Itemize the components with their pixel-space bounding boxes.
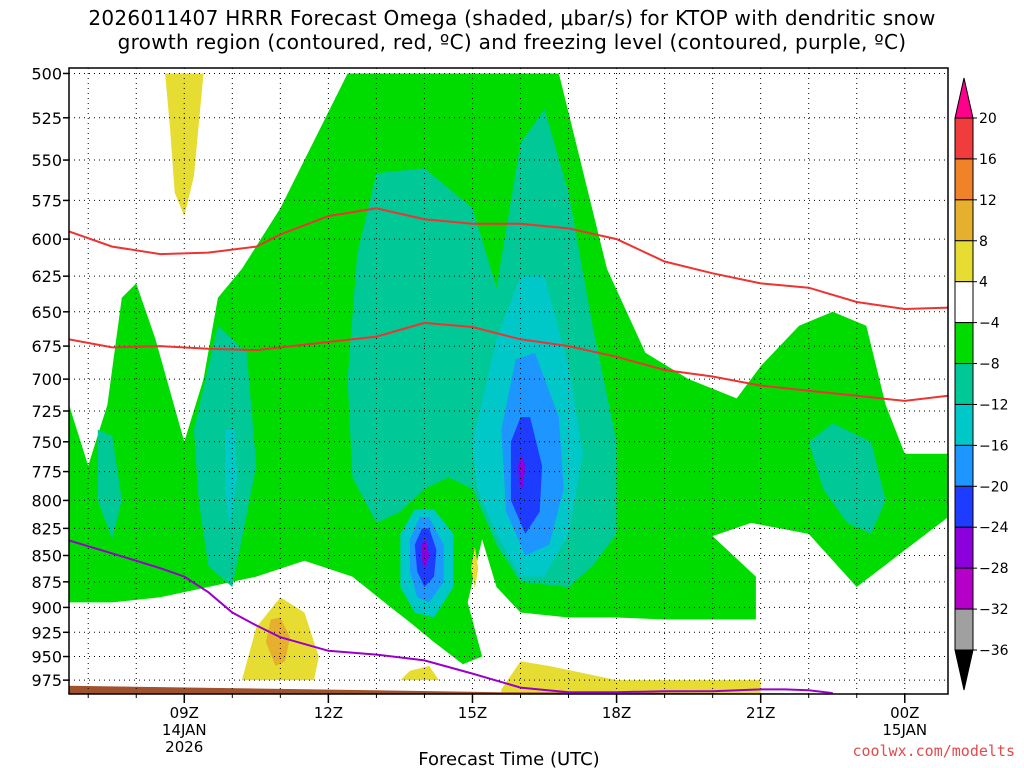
x-tick-label-9-2: 2026 <box>165 738 203 756</box>
colorbar-bin-8 <box>954 444 974 487</box>
x-tick-label-24-0: 00Z <box>890 704 919 722</box>
colorbar-label-13: −36 <box>979 643 1009 659</box>
colorbar-bin-7 <box>954 403 974 446</box>
credit-text: coolwx.com/modelts <box>852 742 1015 760</box>
colorbar-bin-1 <box>954 158 974 201</box>
y-tick-label-550: 550 <box>31 151 62 170</box>
colorbar-bin-12 <box>954 608 974 651</box>
y-tick-label-725: 725 <box>31 402 62 421</box>
colorbar-bin-0 <box>954 117 974 160</box>
colorbar-bin-2 <box>954 199 974 242</box>
omega-region-purple-center <box>518 453 526 489</box>
contour-lines <box>69 207 948 694</box>
omega-region-teal-mid <box>193 325 257 587</box>
colorbar-bin-3 <box>954 240 974 283</box>
colorbar-label-6: −8 <box>979 357 1000 373</box>
colorbar-label-5: −4 <box>979 316 1000 332</box>
colorbar-label-8: −16 <box>979 438 1009 454</box>
colorbar-label-10: −24 <box>979 520 1009 536</box>
chart-title: 2026011407 HRRR Forecast Omega (shaded, … <box>0 6 1024 54</box>
y-tick-label-850: 850 <box>31 546 62 565</box>
y-tick-label-925: 925 <box>31 623 62 642</box>
colorbar-bin-9 <box>954 485 974 528</box>
y-tick-label-800: 800 <box>31 491 62 510</box>
colorbar-label-0: 20 <box>979 111 997 127</box>
y-tick-label-525: 525 <box>31 109 62 128</box>
y-axis: 500 525 550 575 600 625 650 675 700 725 750 775 800 8… <box>31 64 69 690</box>
colorbar-label-1: 16 <box>979 152 997 168</box>
y-tick-label-500: 500 <box>31 64 62 83</box>
omega-region-yellow-top <box>165 73 204 217</box>
x-tick-label-24-1: 15JAN <box>882 721 927 739</box>
colorbar-label-4: 4 <box>979 275 988 291</box>
x-tick-label-15-0: 15Z <box>458 704 487 722</box>
y-tick-label-825: 825 <box>31 519 62 538</box>
ground-band <box>69 685 948 694</box>
colorbar-label-2: 12 <box>979 193 997 209</box>
y-tick-label-575: 575 <box>31 191 62 210</box>
y-tick-label-600: 600 <box>31 230 62 249</box>
y-tick-label-775: 775 <box>31 463 62 482</box>
x-tick-label-9-1: 14JAN <box>162 721 207 739</box>
omega-region-cyan-left <box>225 429 238 529</box>
colorbar-bin-11 <box>954 567 974 610</box>
omega-region-teal-left <box>97 429 122 540</box>
chart-title-line-2: growth region (contoured, red, ºC) and f… <box>117 30 907 54</box>
colorbar-label-7: −12 <box>979 397 1009 413</box>
colorbar-top-arrow <box>954 77 974 119</box>
omega-region-orange-gold-low <box>265 617 290 666</box>
dgz-contour-0 <box>69 207 948 311</box>
colorbar-bin-6 <box>954 363 974 405</box>
y-tick-label-700: 700 <box>31 370 62 389</box>
colorbar-bin-5 <box>954 322 974 365</box>
x-tick-label-9-0: 09Z <box>170 704 199 722</box>
y-tick-label-975: 975 <box>31 671 62 690</box>
y-tick-label-950: 950 <box>31 648 62 667</box>
omega-region-blue-center <box>510 417 543 534</box>
y-tick-label-900: 900 <box>31 598 62 617</box>
y-tick-label-675: 675 <box>31 337 62 356</box>
omega-region-purple-low <box>421 539 430 569</box>
colorbar-label-9: −20 <box>979 479 1009 495</box>
omega-region-yellow-spec-2 <box>471 546 479 590</box>
x-tick-label-21-0: 21Z <box>746 704 775 722</box>
colorbar-label-3: 8 <box>979 234 988 250</box>
omega-region-yellow-spec-1 <box>400 666 439 681</box>
y-tick-label-875: 875 <box>31 573 62 592</box>
omega-region-yellow-surface <box>501 661 761 694</box>
chart-title-line-1: 2026011407 HRRR Forecast Omega (shaded, … <box>88 6 936 30</box>
colorbar-bin-10 <box>954 526 974 569</box>
y-tick-label-625: 625 <box>31 267 62 286</box>
colorbar-bin-4 <box>954 281 974 324</box>
colorbar-bottom-arrow <box>954 649 974 691</box>
freezing-level-contour-0 <box>69 539 833 694</box>
ground-surface <box>69 685 948 694</box>
omega-shading <box>69 73 948 694</box>
omega-region-teal-right <box>808 423 886 534</box>
colorbar: 20 16 12 8 4 −4 −8 −12 −16 −20 −24 −28 −32 −36 <box>954 77 1009 691</box>
plot-frame <box>68 67 949 695</box>
colorbar-label-12: −32 <box>979 602 1009 618</box>
x-axis-label: Forecast Time (UTC) <box>418 749 599 768</box>
x-tick-label-12-0: 12Z <box>314 704 343 722</box>
dgz-contour-1 <box>69 321 948 402</box>
x-tick-label-18-0: 18Z <box>602 704 631 722</box>
y-tick-label-650: 650 <box>31 303 62 322</box>
y-tick-label-750: 750 <box>31 433 62 452</box>
colorbar-label-11: −28 <box>979 561 1009 577</box>
